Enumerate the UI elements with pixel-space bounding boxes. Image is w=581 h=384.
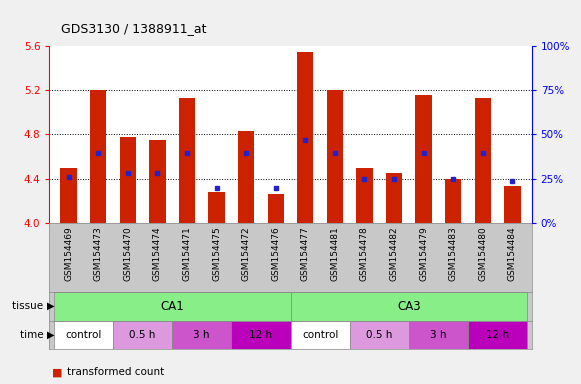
Bar	[60, 167, 77, 223]
Text: GSM154473: GSM154473	[94, 226, 103, 281]
Text: transformed count: transformed count	[67, 367, 164, 377]
Bar	[386, 173, 402, 223]
Bar	[415, 94, 432, 223]
Text: GSM154470: GSM154470	[123, 226, 132, 281]
Text: 3 h: 3 h	[193, 330, 210, 340]
Text: ▶: ▶	[46, 330, 54, 340]
Text: GSM154469: GSM154469	[64, 226, 73, 281]
Bar	[231, 321, 290, 349]
Text: GSM154483: GSM154483	[449, 226, 458, 281]
Text: CA1: CA1	[160, 300, 184, 313]
Text: GDS3130 / 1388911_at: GDS3130 / 1388911_at	[61, 22, 206, 35]
Text: CA3: CA3	[397, 300, 421, 313]
Bar	[113, 321, 172, 349]
Text: tissue: tissue	[12, 301, 46, 311]
Bar	[54, 292, 290, 321]
Bar	[179, 98, 195, 223]
Bar	[297, 51, 313, 223]
Bar	[149, 140, 166, 223]
Bar	[409, 321, 468, 349]
Text: control: control	[65, 330, 102, 340]
Text: GSM154476: GSM154476	[271, 226, 280, 281]
Text: GSM154475: GSM154475	[212, 226, 221, 281]
Text: GSM154478: GSM154478	[360, 226, 369, 281]
Bar	[327, 90, 343, 223]
Text: 3 h: 3 h	[430, 330, 447, 340]
Bar	[356, 167, 372, 223]
Bar	[120, 137, 136, 223]
Text: GSM154472: GSM154472	[242, 226, 250, 281]
Text: ■: ■	[52, 367, 63, 377]
Bar	[172, 321, 231, 349]
Bar	[54, 321, 113, 349]
Text: 0.5 h: 0.5 h	[130, 330, 156, 340]
Text: ▶: ▶	[46, 301, 54, 311]
Text: GSM154471: GSM154471	[182, 226, 192, 281]
Bar	[350, 321, 409, 349]
Text: control: control	[302, 330, 338, 340]
Text: GSM154484: GSM154484	[508, 226, 517, 281]
Bar	[290, 321, 350, 349]
Text: GSM154474: GSM154474	[153, 226, 162, 281]
Bar	[209, 192, 225, 223]
Text: GSM154477: GSM154477	[301, 226, 310, 281]
Bar	[238, 131, 254, 223]
Text: 0.5 h: 0.5 h	[366, 330, 392, 340]
Text: GSM154480: GSM154480	[478, 226, 487, 281]
Text: GSM154479: GSM154479	[419, 226, 428, 281]
Bar	[268, 194, 284, 223]
Text: 12 h: 12 h	[249, 330, 272, 340]
Text: time: time	[20, 330, 46, 340]
Bar	[90, 90, 106, 223]
Text: GSM154481: GSM154481	[331, 226, 339, 281]
Bar	[290, 292, 527, 321]
Bar	[468, 321, 527, 349]
Text: GSM154482: GSM154482	[389, 226, 399, 281]
Text: 12 h: 12 h	[486, 330, 509, 340]
Bar	[475, 98, 491, 223]
Bar	[504, 186, 521, 223]
Bar	[445, 179, 461, 223]
